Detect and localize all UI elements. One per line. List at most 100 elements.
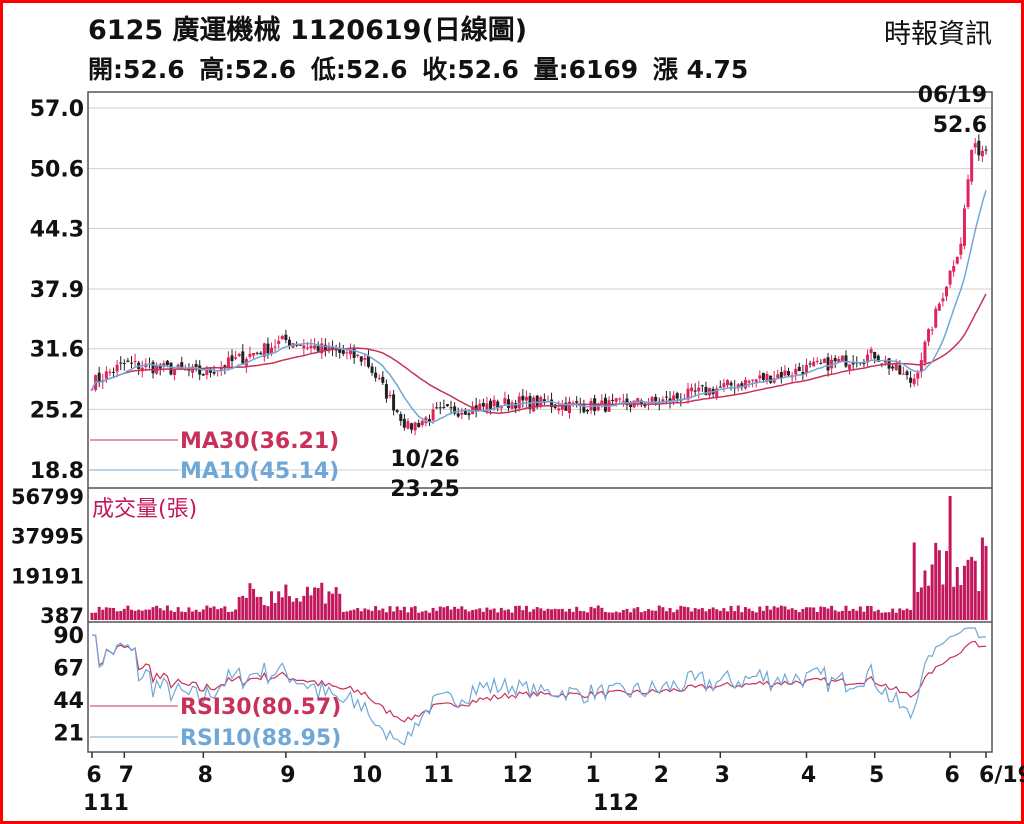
candle-body (905, 371, 909, 376)
volume-bar (173, 611, 177, 620)
candle-body (510, 402, 514, 409)
candle-body (402, 418, 406, 428)
candle-body (636, 398, 640, 403)
volume-bar (90, 612, 94, 620)
candle-body (230, 355, 234, 362)
volume-bar (456, 608, 460, 620)
volume-bar (837, 611, 841, 620)
candle-body (277, 340, 281, 344)
volume-bar (313, 587, 317, 620)
volume-bar (201, 609, 205, 620)
candle-body (352, 348, 356, 358)
candle-body (528, 396, 532, 410)
candle-body (399, 414, 403, 421)
volume-bar (129, 609, 133, 620)
candle-body (420, 421, 424, 426)
volume-bar (517, 605, 521, 620)
volume-bar (736, 605, 740, 620)
volume-bar (453, 606, 457, 620)
volume-bar (826, 608, 830, 620)
volume-bar (546, 608, 550, 620)
volume-bar (535, 607, 539, 620)
candle-body (568, 401, 572, 414)
candle-body (467, 413, 471, 416)
ma10-legend-label: MA10(45.14) (180, 459, 339, 484)
candle-body (165, 360, 169, 365)
candle-body (234, 357, 238, 359)
candle-body (557, 408, 561, 411)
candle-body (381, 376, 385, 383)
volume-bar (305, 586, 309, 620)
volume-bar (406, 612, 410, 620)
volume-bar (912, 542, 916, 620)
candle-body (90, 389, 94, 391)
volume-bar (787, 609, 791, 620)
candle-body (585, 410, 589, 412)
volume-bar (485, 607, 489, 620)
volume-bar (769, 609, 773, 620)
candle-body (309, 345, 313, 349)
volume-bar (374, 606, 378, 620)
volume-bar (790, 608, 794, 620)
volume-bars (90, 496, 988, 620)
candle-body (927, 329, 931, 342)
candle-body (485, 403, 489, 410)
volume-bar (848, 610, 852, 620)
volume-bar (216, 609, 220, 620)
volume-bar (151, 607, 155, 620)
volume-bar (883, 612, 887, 620)
candle-body (252, 353, 256, 356)
volume-bar (718, 610, 722, 620)
candle-body (503, 398, 507, 404)
candle-body (722, 383, 726, 388)
volume-bar (783, 606, 787, 620)
volume-bar (880, 612, 884, 620)
candle-body (697, 387, 701, 392)
candle-body (959, 243, 963, 255)
candle-body (158, 364, 162, 369)
candle-body (417, 422, 421, 428)
volume-bar (625, 608, 629, 620)
candle-body (302, 345, 306, 349)
volume-bar (743, 607, 747, 620)
volume-bar (499, 607, 503, 620)
price-tick-label: 44.3 (30, 217, 84, 242)
volume-bar (578, 610, 582, 620)
volume-bar (402, 606, 406, 620)
change-value: 漲 4.75 (652, 55, 749, 84)
x-tick-label: 1 (585, 763, 600, 788)
volume-bar (855, 610, 859, 620)
price-tick-label: 50.6 (30, 158, 84, 183)
candle-body (675, 393, 679, 399)
volume-bar (298, 601, 302, 620)
volume-bar (945, 551, 949, 620)
volume-bar (647, 609, 651, 620)
candle-body (460, 412, 464, 415)
volume-bar (553, 608, 557, 620)
candle-body (133, 360, 137, 362)
volume-bar (449, 609, 453, 620)
candle-body (973, 143, 977, 148)
candle-body (704, 386, 708, 395)
volume-bar (320, 582, 324, 620)
candle-body (966, 179, 970, 208)
candle-body (273, 346, 277, 348)
candle-body (840, 355, 844, 362)
volume-bar (618, 612, 622, 620)
volume-bar (410, 607, 414, 620)
volume-bar (532, 609, 536, 620)
candle-body (618, 398, 622, 400)
candle-body (122, 362, 126, 364)
candle-body (112, 371, 116, 373)
candle-body (751, 379, 755, 381)
candle-body (891, 366, 895, 369)
volume-bar (682, 606, 686, 620)
volume-tick-label: 37995 (11, 525, 84, 549)
candle-body (345, 352, 349, 354)
volume-bar (112, 607, 116, 620)
candle-body (901, 373, 905, 375)
candle-body (819, 362, 823, 364)
volume-bar (287, 596, 291, 620)
volume-bar (614, 611, 618, 620)
